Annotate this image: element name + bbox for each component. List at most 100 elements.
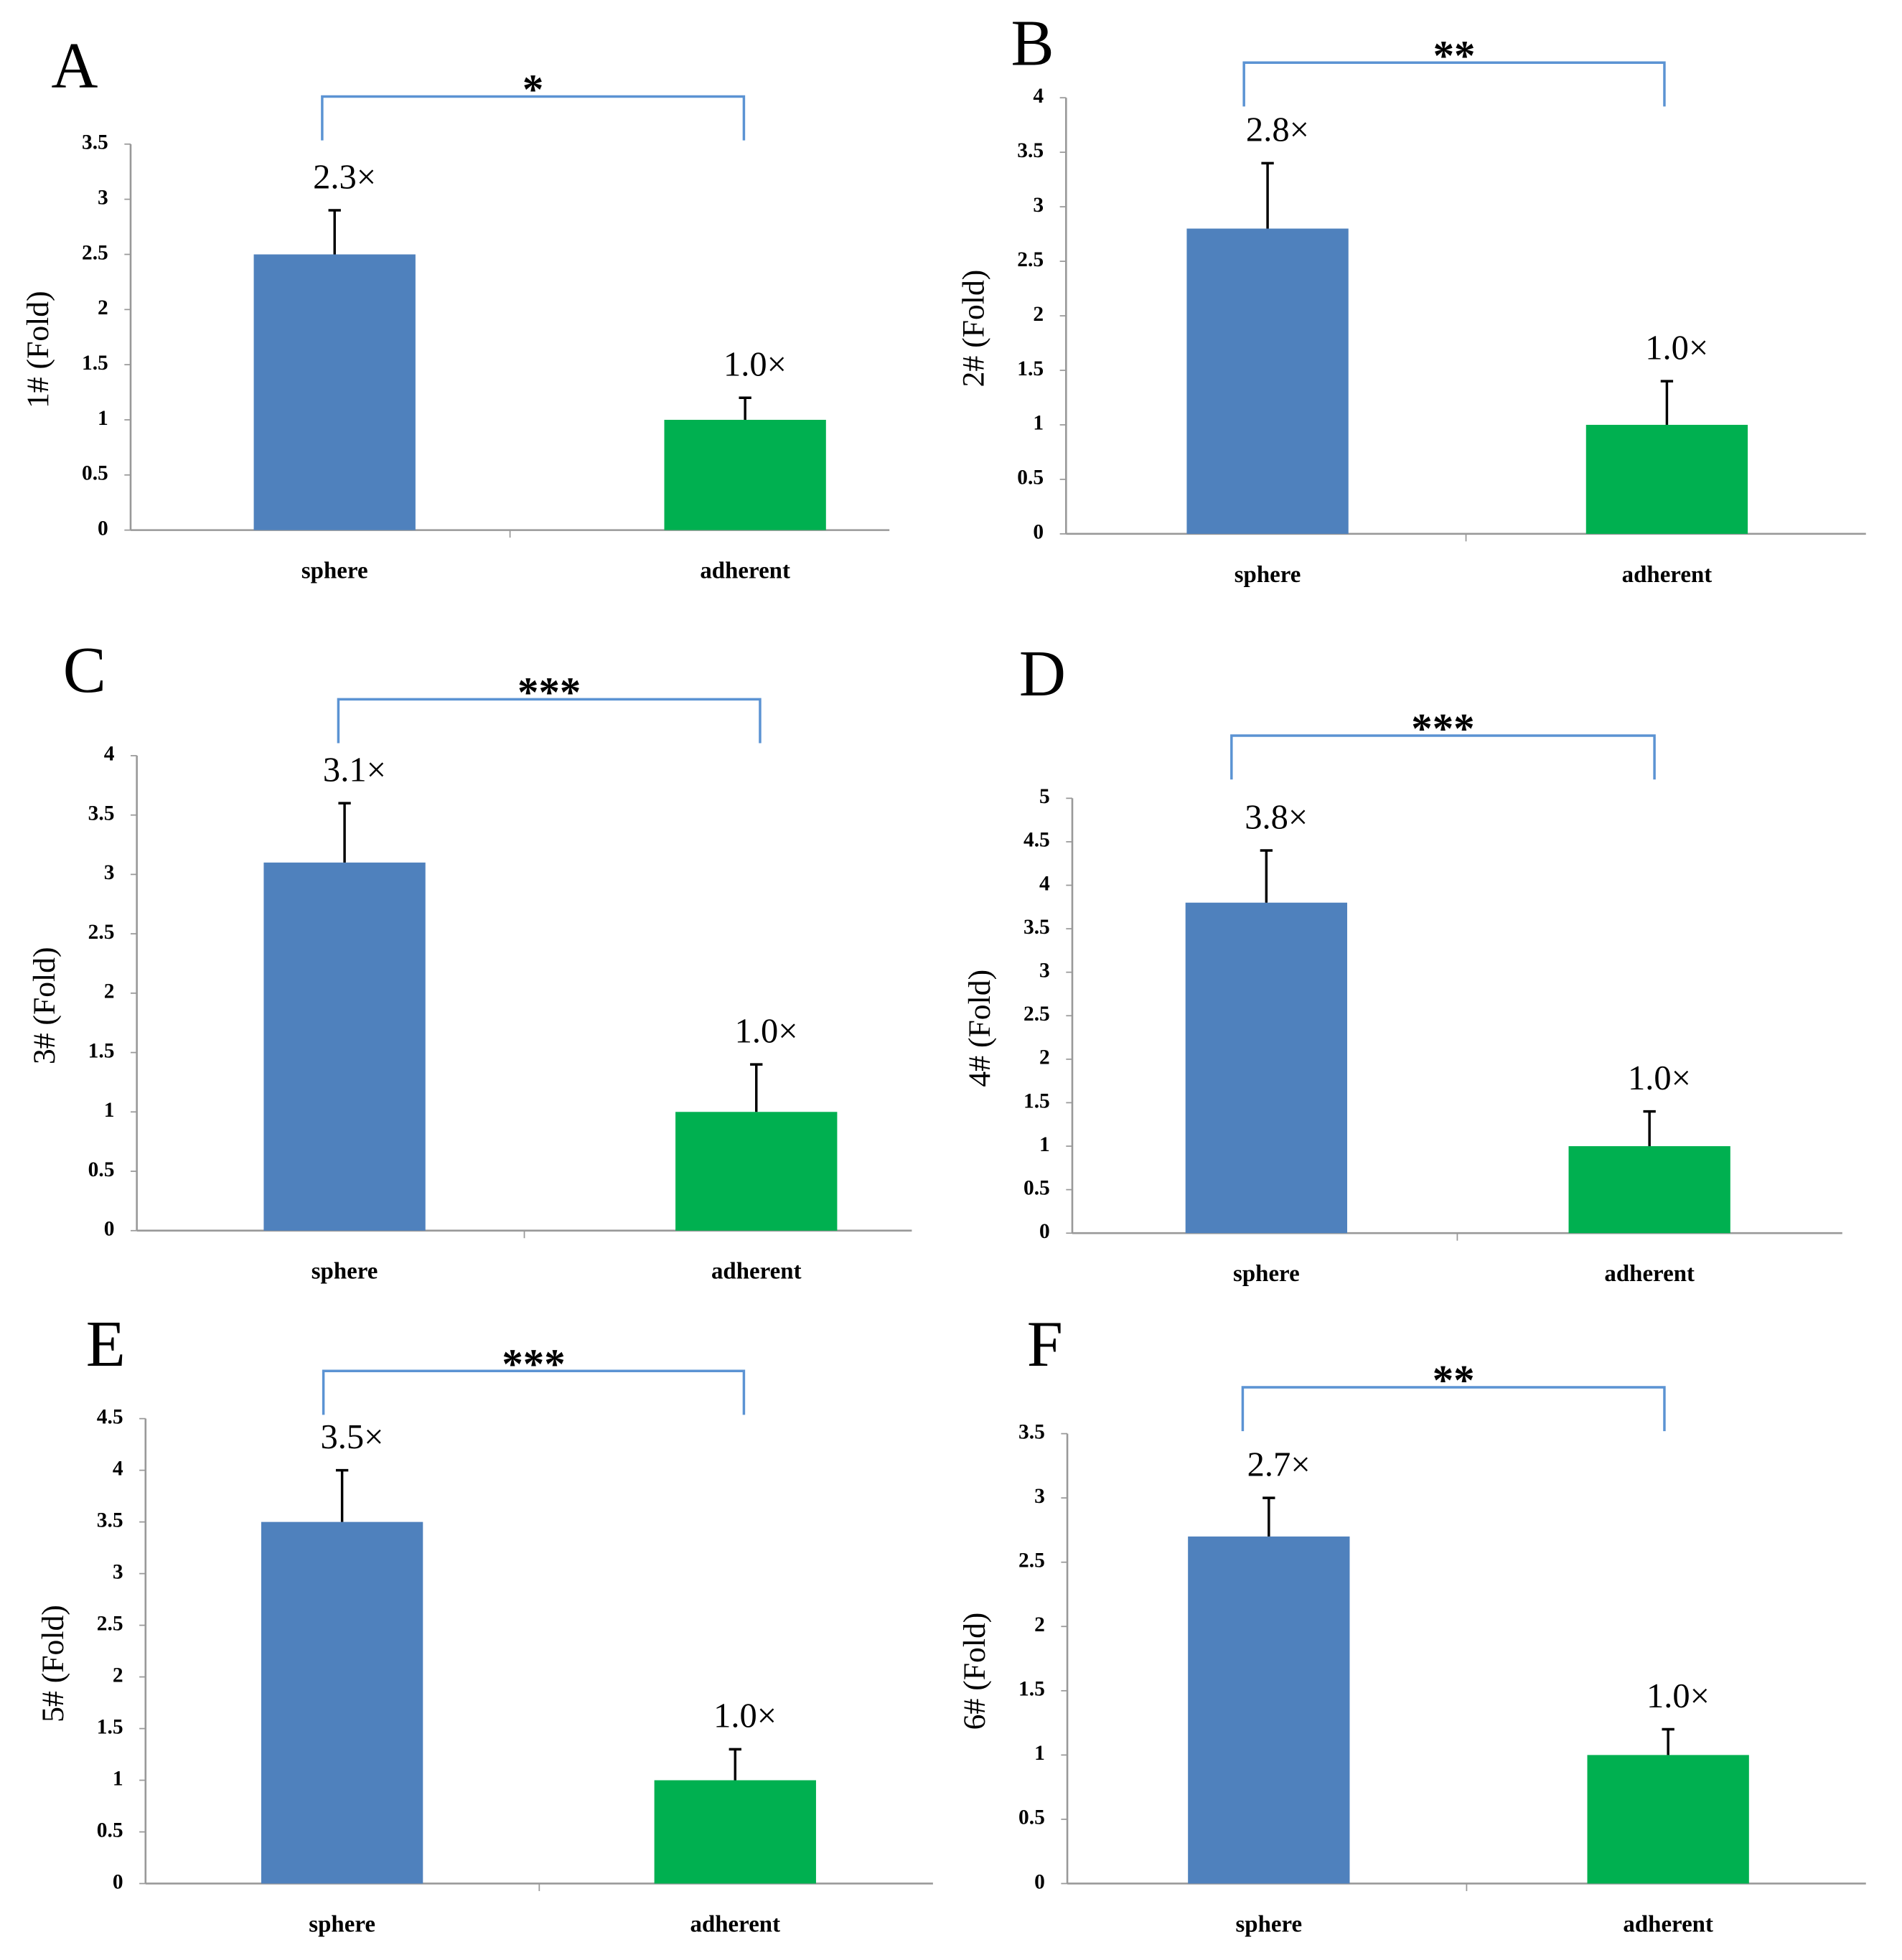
significance-stars: * [523, 65, 543, 113]
bar [1568, 1146, 1730, 1234]
y-axis-label: 5# (Fold) [36, 1605, 70, 1722]
x-tick-label: adherent [690, 1911, 780, 1937]
y-tick-label: 0.5 [1017, 466, 1044, 489]
y-axis-label: 4# (Fold) [962, 970, 997, 1087]
significance-stars: ** [1433, 1356, 1475, 1404]
y-tick-label: 4.5 [1023, 829, 1050, 852]
panel-letter: A [51, 29, 98, 102]
y-tick-label: 2.5 [1017, 248, 1044, 271]
y-tick-label: 4 [104, 743, 115, 766]
y-tick-label: 2 [113, 1664, 123, 1687]
x-tick-label: sphere [311, 1259, 378, 1285]
y-tick-label: 3.5 [97, 1509, 123, 1532]
bar [253, 254, 416, 530]
y-tick-label: 2 [1034, 1613, 1045, 1636]
x-tick-label: sphere [1233, 1261, 1300, 1287]
bar [1185, 902, 1348, 1234]
panel-letter: F [1027, 1308, 1063, 1380]
fold-annotation: 2.3× [313, 157, 376, 196]
y-tick-label: 2 [98, 296, 108, 319]
y-tick-label: 1.5 [82, 352, 108, 375]
y-tick-label: 2.5 [82, 241, 108, 264]
y-tick-label: 0.5 [97, 1819, 123, 1842]
y-axis-label: 1# (Fold) [21, 291, 55, 408]
y-tick-label: 2.5 [97, 1612, 123, 1635]
bar [675, 1112, 838, 1231]
y-tick-label: 0.5 [88, 1158, 115, 1181]
y-axis-label: 3# (Fold) [27, 947, 62, 1064]
y-tick-label: 4 [1033, 85, 1044, 108]
fold-annotation: 1.0× [735, 1011, 798, 1050]
y-tick-label: 0 [1034, 1870, 1045, 1893]
fold-annotation: 1.0× [1628, 1059, 1691, 1097]
y-tick-label: 2.5 [88, 921, 115, 944]
y-tick-label: 0 [104, 1217, 115, 1240]
significance-stars: ** [1433, 32, 1476, 79]
y-tick-label: 2 [1033, 303, 1044, 326]
y-tick-label: 2.5 [1018, 1549, 1045, 1572]
y-tick-label: 0 [1033, 521, 1044, 544]
significance-bracket [1230, 734, 1656, 780]
fold-annotation: 3.1× [323, 750, 386, 789]
y-tick-label: 1.5 [97, 1715, 123, 1738]
y-tick-label: 0.5 [82, 462, 108, 485]
bar [261, 1521, 423, 1884]
fold-annotation: 2.8× [1246, 110, 1309, 149]
x-tick-label: sphere [309, 1911, 375, 1937]
y-tick-label: 3.5 [82, 131, 108, 154]
significance-stars: *** [502, 1340, 565, 1387]
y-tick-label: 2.5 [1023, 1003, 1050, 1026]
x-tick-label: sphere [301, 558, 368, 583]
y-tick-label: 5 [1039, 785, 1050, 808]
y-tick-label: 1 [1034, 1742, 1045, 1765]
x-tick-label: adherent [1604, 1261, 1695, 1287]
y-tick-label: 3 [98, 186, 108, 209]
significance-bracket [321, 95, 746, 141]
bar [664, 419, 826, 530]
fold-annotation: 2.7× [1247, 1445, 1311, 1483]
x-tick-label: sphere [1235, 562, 1301, 588]
x-tick-label: adherent [1622, 562, 1713, 588]
y-tick-label: 3.5 [88, 802, 115, 825]
y-tick-label: 1 [113, 1767, 123, 1790]
fold-annotation: 3.8× [1245, 797, 1308, 836]
significance-bracket [1242, 61, 1666, 107]
bar [263, 862, 426, 1231]
y-tick-label: 4.5 [97, 1405, 123, 1428]
y-tick-label: 3 [1039, 959, 1050, 982]
y-tick-label: 0 [98, 517, 108, 540]
x-tick-label: sphere [1235, 1911, 1302, 1937]
bar [1587, 1755, 1749, 1884]
y-axis-label: 2# (Fold) [957, 270, 991, 388]
x-tick-label: adherent [700, 558, 790, 583]
y-axis-label: 6# (Fold) [957, 1613, 992, 1730]
y-tick-label: 3 [104, 861, 115, 884]
significance-stars: *** [517, 668, 581, 716]
y-tick-label: 1 [1039, 1133, 1050, 1156]
y-tick-label: 4 [1039, 872, 1050, 895]
significance-stars: *** [1411, 705, 1474, 752]
y-tick-label: 1 [1033, 412, 1044, 435]
y-tick-label: 1.5 [1018, 1678, 1045, 1701]
bar [1585, 424, 1748, 534]
fold-annotation: 1.0× [1646, 1677, 1710, 1715]
y-tick-label: 2 [104, 980, 115, 1003]
y-tick-label: 1.5 [88, 1039, 115, 1062]
y-tick-label: 3 [1034, 1485, 1045, 1508]
significance-bracket [1241, 1386, 1666, 1432]
y-tick-label: 3 [113, 1560, 123, 1583]
bar [1188, 1536, 1350, 1884]
significance-bracket [337, 698, 762, 744]
bar [1186, 228, 1349, 534]
y-tick-label: 1 [98, 407, 108, 430]
bar [654, 1780, 816, 1884]
y-tick-label: 1.5 [1023, 1089, 1050, 1112]
fold-annotation: 3.5× [320, 1417, 383, 1456]
x-tick-label: adherent [1623, 1911, 1713, 1937]
panel-letter: E [86, 1308, 126, 1380]
y-tick-label: 4 [113, 1457, 123, 1480]
y-tick-label: 3.5 [1023, 916, 1050, 939]
significance-bracket [322, 1369, 746, 1415]
y-tick-label: 3.5 [1018, 1420, 1045, 1443]
